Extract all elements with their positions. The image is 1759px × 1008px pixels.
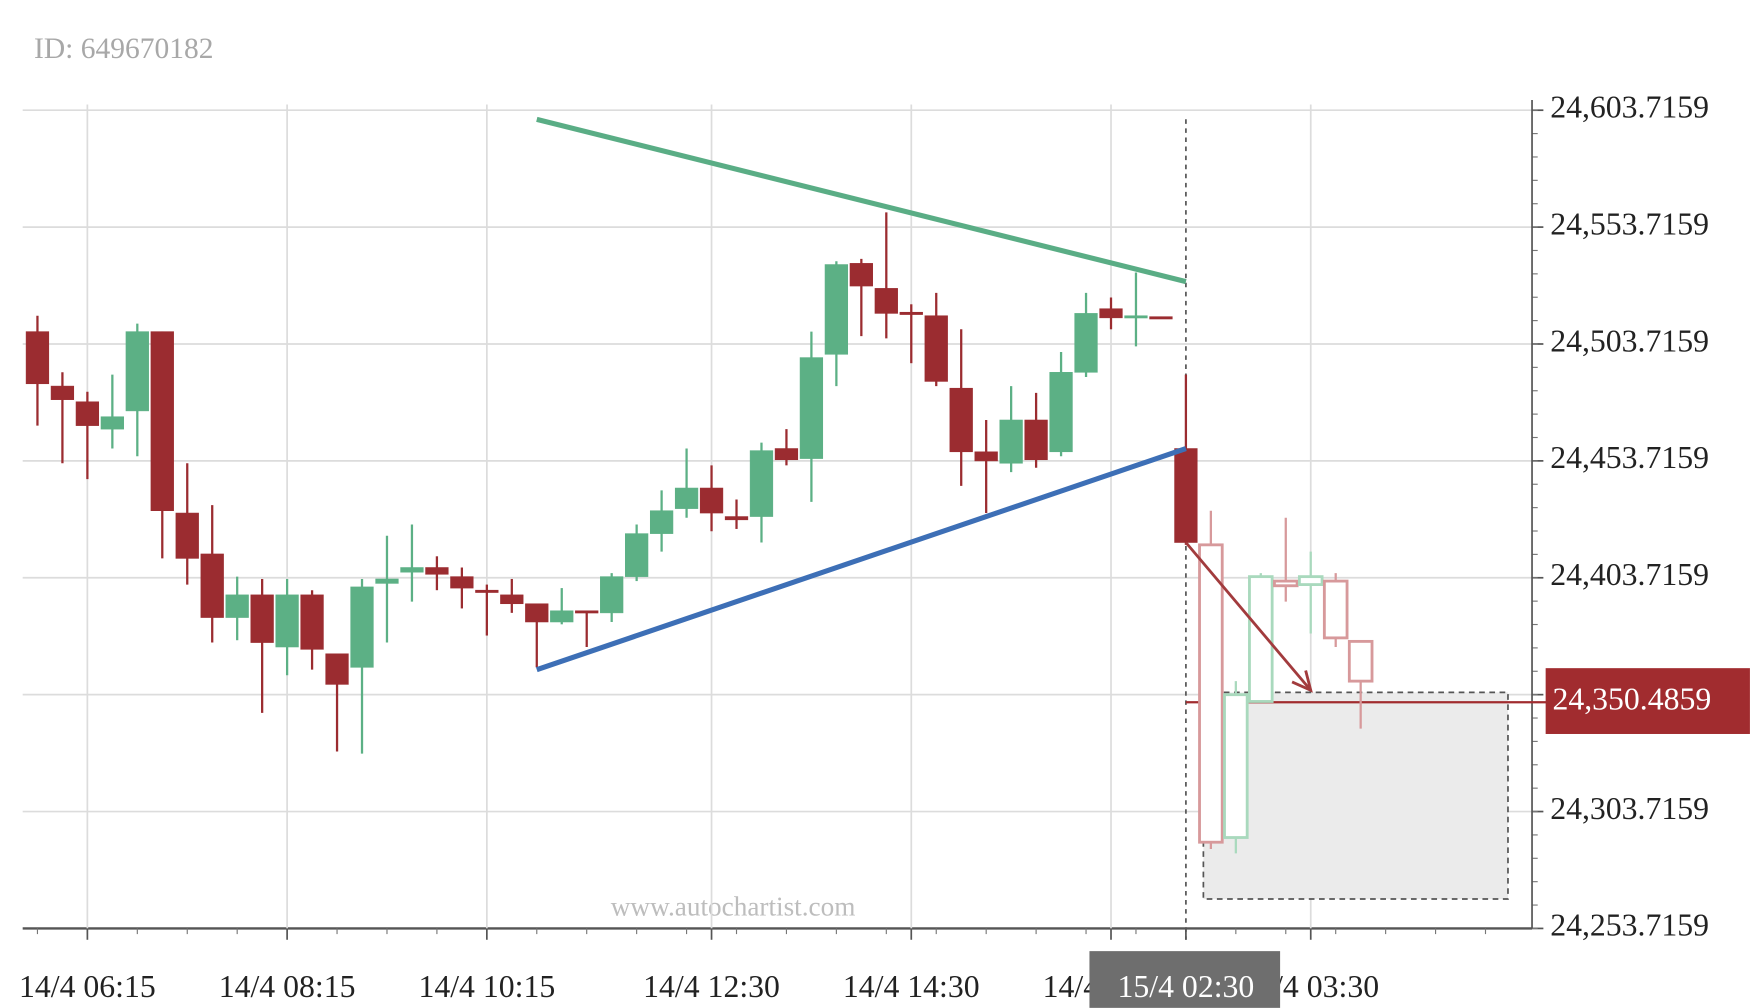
- candle-body: [600, 576, 624, 614]
- candle-body: [799, 357, 824, 459]
- candle-body: [699, 487, 724, 514]
- y-tick-label: 24,453.7159: [1550, 440, 1709, 475]
- arrow-head: [1291, 670, 1313, 693]
- candle-body: [125, 331, 149, 412]
- candle-body: [350, 586, 374, 668]
- candle-body: [724, 516, 749, 521]
- candle-body: [425, 567, 449, 575]
- candle-body: [75, 401, 100, 426]
- x-highlight-label: 15/4 02:30: [1118, 969, 1255, 1004]
- candle-body: [874, 288, 898, 314]
- candle-body: [300, 594, 324, 650]
- candle-body: [1248, 575, 1274, 703]
- forecast-arrow: [1184, 541, 1312, 692]
- candle-body: [749, 450, 774, 517]
- x-highlight-box: [1089, 951, 1281, 1008]
- current-price-label: 24,350.4859: [1552, 682, 1711, 717]
- x-tick-label: 14/4 10:15: [418, 969, 555, 1004]
- candle-body: [1322, 579, 1349, 640]
- candle-body: [1124, 315, 1148, 319]
- candle-body: [175, 512, 199, 559]
- candle-body: [824, 264, 849, 355]
- current-price-tag: [1545, 668, 1750, 734]
- x-tick-label: 14/4 14:30: [843, 969, 980, 1004]
- candle-body: [1149, 316, 1173, 320]
- candle-body: [924, 315, 948, 382]
- candle-body: [400, 567, 424, 573]
- candle-body: [100, 416, 124, 430]
- watermark: www.autochartist.com: [611, 891, 856, 921]
- candle-body: [250, 594, 274, 643]
- candle-body: [475, 589, 499, 593]
- candle-body: [1024, 419, 1048, 461]
- plot: 24,253.715924,303.715924,353.715924,403.…: [19, 90, 1750, 1008]
- candle-body: [1223, 693, 1249, 839]
- candle-body: [25, 331, 50, 385]
- trendline: [536, 116, 1187, 285]
- candle-body: [625, 533, 649, 577]
- candle-body: [525, 603, 549, 623]
- candle-body: [899, 311, 923, 315]
- candle-body: [674, 487, 699, 509]
- candle-body: [1099, 308, 1123, 319]
- candle-body: [500, 594, 524, 605]
- y-tick-label: 24,603.7159: [1550, 90, 1709, 125]
- y-tick-label: 24,553.7159: [1550, 206, 1709, 241]
- candle-body: [1347, 639, 1374, 683]
- candle-body: [1174, 448, 1198, 543]
- candle-body: [575, 610, 599, 614]
- y-tick-label: 24,403.7159: [1550, 557, 1709, 592]
- candle-body: [1297, 575, 1324, 586]
- candle-body: [1198, 543, 1224, 844]
- forecast-range: [1202, 691, 1509, 900]
- candle-body: [1074, 313, 1098, 373]
- y-tick-label: 24,503.7159: [1550, 323, 1709, 358]
- candle-body: [275, 594, 299, 648]
- candle-body: [375, 578, 399, 584]
- candle-body: [325, 653, 349, 685]
- candle-body: [999, 419, 1023, 464]
- y-tick-label: 24,303.7159: [1550, 791, 1709, 826]
- candle-body: [150, 331, 174, 511]
- candle-body: [649, 510, 674, 534]
- candle-body: [1049, 372, 1073, 453]
- candle-body: [974, 451, 998, 462]
- candle-body: [450, 576, 474, 589]
- candle-body: [550, 610, 574, 623]
- x-tick-label: 14/4 08:15: [219, 969, 356, 1004]
- x-tick-label: 14/4 06:15: [19, 969, 156, 1004]
- y-tick-label: 24,253.7159: [1550, 908, 1709, 943]
- x-tick-label: 14/4 12:30: [643, 969, 780, 1004]
- candle-body: [849, 263, 873, 287]
- candle-body: [774, 448, 799, 461]
- candle-body: [1273, 579, 1299, 588]
- chart-id: ID: 649670182: [34, 33, 213, 65]
- candle-body: [50, 385, 75, 400]
- candle-body: [225, 594, 249, 618]
- candle-body: [949, 387, 973, 453]
- trendline: [535, 446, 1187, 673]
- candle-body: [200, 553, 224, 618]
